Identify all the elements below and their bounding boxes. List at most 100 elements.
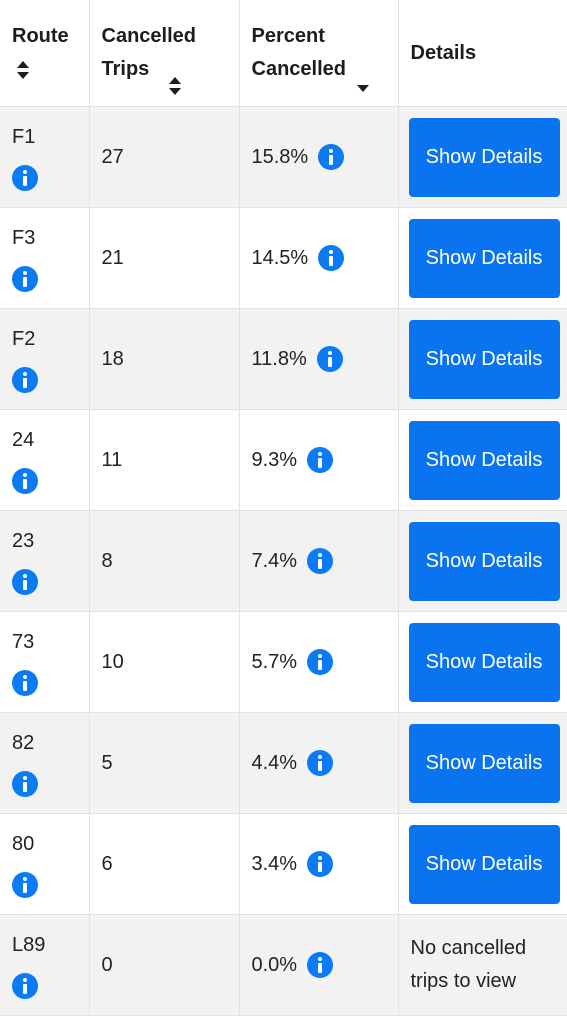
table-row: F2 18 11.8% Show Details [0, 308, 567, 410]
percent-cancelled-value: 3.4% [251, 852, 298, 875]
table-row: 23 8 7.4% Show Details [0, 510, 567, 612]
percent-cancelled-value: 7.4% [251, 549, 298, 572]
percent-cancelled-value: 15.8% [251, 145, 309, 168]
header-cancelled-trips[interactable]: Cancelled Trips [89, 0, 240, 107]
details-cell: Show Details [398, 207, 567, 309]
table-row: 24 11 9.3% Show Details [0, 409, 567, 511]
header-details: Details [398, 0, 567, 107]
route-info-icon[interactable] [12, 165, 38, 191]
percent-cancelled-value: 14.5% [251, 246, 309, 269]
header-details-label: Details [410, 41, 477, 64]
cancelled-trips-cell: 27 [89, 106, 240, 208]
cancelled-trips-value: 27 [101, 145, 124, 168]
header-percent-cancelled[interactable]: Percent Cancelled [239, 0, 399, 107]
header-route[interactable]: Route [0, 0, 90, 107]
cancelled-trips-value: 18 [101, 347, 124, 370]
no-details-text: No cancelled trips to view [410, 937, 527, 992]
percent-info-icon[interactable] [307, 750, 334, 776]
route-label: 80 [12, 833, 35, 855]
route-info-icon[interactable] [12, 569, 38, 595]
route-label: F3 [12, 227, 36, 249]
percent-info-icon[interactable] [307, 447, 334, 473]
show-details-button[interactable]: Show Details [408, 117, 560, 197]
details-cell: Show Details [398, 510, 567, 612]
route-info-icon[interactable] [12, 771, 38, 797]
route-info-icon[interactable] [12, 670, 38, 696]
route-info-icon[interactable] [12, 367, 38, 393]
route-cell: 73 [0, 611, 90, 713]
route-label: 24 [12, 429, 35, 451]
show-details-button[interactable]: Show Details [408, 824, 560, 904]
percent-cancelled-cell: 15.8% [239, 106, 399, 208]
cancelled-trips-cell: 6 [89, 813, 240, 915]
cancelled-trips-cell: 10 [89, 611, 240, 713]
cancelled-trips-value: 6 [101, 852, 113, 875]
route-label: 73 [12, 631, 35, 653]
percent-cancelled-cell: 9.3% [239, 409, 399, 511]
route-label: L89 [12, 934, 46, 956]
cancelled-trips-value: 5 [101, 751, 113, 774]
details-cell: Show Details [398, 308, 567, 410]
table-row: F1 27 15.8% Show Details [0, 106, 567, 208]
cancelled-trips-value: 0 [101, 953, 113, 976]
details-cell: Show Details [398, 712, 567, 814]
route-cell: F1 [0, 106, 90, 208]
route-cell: 82 [0, 712, 90, 814]
percent-cancelled-cell: 0.0% [239, 914, 399, 1016]
route-label: F2 [12, 328, 36, 350]
route-info-icon[interactable] [12, 266, 38, 292]
route-label: 23 [12, 530, 35, 552]
percent-info-icon[interactable] [318, 144, 345, 170]
table-row: F3 21 14.5% Show Details [0, 207, 567, 309]
table-row: 80 6 3.4% Show Details [0, 813, 567, 915]
sort-both-icon[interactable] [16, 60, 30, 80]
header-percent-cancelled-label: Percent Cancelled [251, 25, 346, 80]
percent-cancelled-value: 5.7% [251, 650, 298, 673]
cancelled-trips-cell: 11 [89, 409, 240, 511]
percent-cancelled-cell: 7.4% [239, 510, 399, 612]
table-row: 82 5 4.4% Show Details [0, 712, 567, 814]
route-label: 82 [12, 732, 35, 754]
route-cell: L89 [0, 914, 90, 1016]
cancelled-trips-cell: 5 [89, 712, 240, 814]
percent-info-icon[interactable] [318, 245, 345, 271]
percent-info-icon[interactable] [307, 851, 334, 877]
show-details-button[interactable]: Show Details [408, 218, 560, 298]
route-info-icon[interactable] [12, 973, 38, 999]
percent-cancelled-value: 0.0% [251, 953, 298, 976]
percent-cancelled-value: 11.8% [251, 347, 307, 370]
cancelled-trips-cell: 18 [89, 308, 240, 410]
cancelled-trips-cell: 21 [89, 207, 240, 309]
header-route-label: Route [12, 25, 69, 47]
show-details-button[interactable]: Show Details [408, 420, 560, 500]
percent-cancelled-cell: 3.4% [239, 813, 399, 915]
sort-both-icon[interactable] [168, 76, 182, 96]
percent-cancelled-value: 9.3% [251, 448, 298, 471]
details-cell: Show Details [398, 106, 567, 208]
table-header-row: Route Cancelled Trips Percent Cancelled … [0, 0, 567, 107]
percent-cancelled-cell: 11.8% [239, 308, 399, 410]
percent-info-icon[interactable] [316, 346, 343, 372]
route-cell: F2 [0, 308, 90, 410]
show-details-button[interactable]: Show Details [408, 622, 560, 702]
percent-info-icon[interactable] [307, 952, 334, 978]
percent-cancelled-cell: 5.7% [239, 611, 399, 713]
percent-cancelled-value: 4.4% [251, 751, 298, 774]
details-cell: Show Details [398, 409, 567, 511]
route-cell: 24 [0, 409, 90, 511]
route-cell: 23 [0, 510, 90, 612]
cancelled-trips-value: 21 [101, 246, 124, 269]
route-info-icon[interactable] [12, 872, 38, 898]
show-details-button[interactable]: Show Details [408, 521, 560, 601]
route-label: F1 [12, 126, 36, 148]
show-details-button[interactable]: Show Details [408, 723, 560, 803]
route-info-icon[interactable] [12, 468, 38, 494]
sort-desc-icon[interactable] [356, 83, 370, 93]
cancelled-trips-value: 8 [101, 549, 113, 572]
percent-info-icon[interactable] [307, 548, 334, 574]
percent-info-icon[interactable] [307, 649, 334, 675]
cancelled-trips-cell: 0 [89, 914, 240, 1016]
show-details-button[interactable]: Show Details [408, 319, 560, 399]
cancelled-trips-cell: 8 [89, 510, 240, 612]
